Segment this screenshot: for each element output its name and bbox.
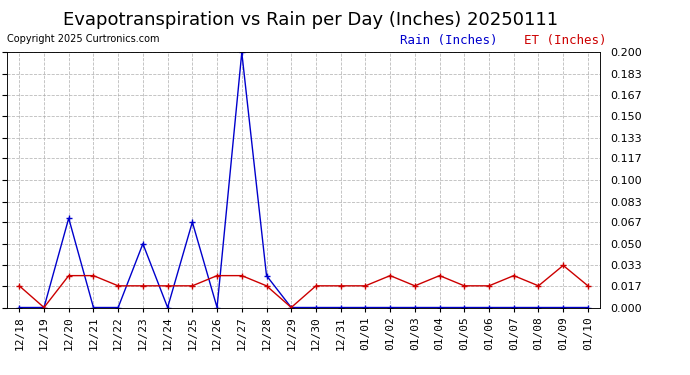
- ET (Inches): [559, 263, 567, 268]
- ET (Inches): [485, 284, 493, 288]
- Rain (Inches): [237, 50, 246, 55]
- Rain (Inches): [510, 305, 518, 310]
- Line: ET (Inches): ET (Inches): [16, 262, 591, 311]
- Line: Rain (Inches): Rain (Inches): [16, 49, 591, 311]
- Rain (Inches): [460, 305, 469, 310]
- Rain (Inches): [559, 305, 567, 310]
- Rain (Inches): [435, 305, 444, 310]
- Text: Evapotranspiration vs Rain per Day (Inches) 20250111: Evapotranspiration vs Rain per Day (Inch…: [63, 11, 558, 29]
- ET (Inches): [114, 284, 122, 288]
- Rain (Inches): [287, 305, 295, 310]
- Rain (Inches): [584, 305, 592, 310]
- Rain (Inches): [114, 305, 122, 310]
- Rain (Inches): [362, 305, 370, 310]
- ET (Inches): [262, 284, 270, 288]
- Rain (Inches): [15, 305, 23, 310]
- Text: Copyright 2025 Curtronics.com: Copyright 2025 Curtronics.com: [7, 34, 159, 44]
- ET (Inches): [386, 273, 394, 278]
- Rain (Inches): [337, 305, 345, 310]
- Rain (Inches): [213, 305, 221, 310]
- ET (Inches): [15, 284, 23, 288]
- ET (Inches): [237, 273, 246, 278]
- ET (Inches): [435, 273, 444, 278]
- ET (Inches): [164, 284, 172, 288]
- Rain (Inches): [386, 305, 394, 310]
- Rain (Inches): [262, 273, 270, 278]
- ET (Inches): [411, 284, 419, 288]
- ET (Inches): [510, 273, 518, 278]
- Rain (Inches): [312, 305, 320, 310]
- ET (Inches): [40, 305, 48, 310]
- ET (Inches): [584, 284, 592, 288]
- Rain (Inches): [65, 216, 73, 220]
- ET (Inches): [312, 284, 320, 288]
- ET (Inches): [337, 284, 345, 288]
- ET (Inches): [287, 305, 295, 310]
- Rain (Inches): [89, 305, 97, 310]
- ET (Inches): [534, 284, 542, 288]
- ET (Inches): [139, 284, 147, 288]
- Rain (Inches): [188, 220, 197, 224]
- Rain (Inches): [164, 305, 172, 310]
- ET (Inches): [65, 273, 73, 278]
- Text: Rain (Inches): Rain (Inches): [400, 34, 497, 47]
- Rain (Inches): [485, 305, 493, 310]
- ET (Inches): [213, 273, 221, 278]
- Text: ET (Inches): ET (Inches): [524, 34, 607, 47]
- ET (Inches): [89, 273, 97, 278]
- Rain (Inches): [534, 305, 542, 310]
- ET (Inches): [460, 284, 469, 288]
- Rain (Inches): [411, 305, 419, 310]
- ET (Inches): [362, 284, 370, 288]
- Rain (Inches): [139, 242, 147, 246]
- Rain (Inches): [40, 305, 48, 310]
- ET (Inches): [188, 284, 197, 288]
